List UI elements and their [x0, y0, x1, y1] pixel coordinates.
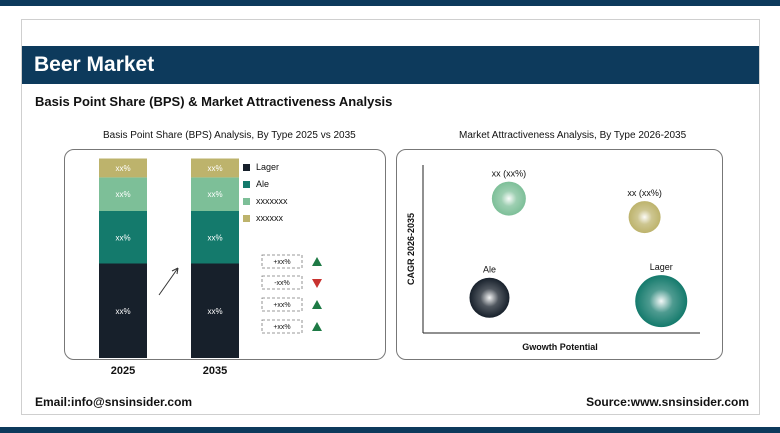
- legend-label-2: xxxxxxx: [256, 196, 288, 206]
- bar-data-label: xx%: [207, 307, 222, 316]
- legend-label-1: Ale: [256, 179, 269, 189]
- bar-data-label: xx%: [115, 233, 130, 242]
- page-subtitle: Basis Point Share (BPS) & Market Attract…: [35, 94, 393, 109]
- bar-data-label: xx%: [115, 190, 130, 199]
- change-label-0: +xx%: [273, 259, 290, 266]
- x-tick-label-2035: 2035: [203, 365, 227, 377]
- bar-segment-xxxxxx-2025: [99, 158, 147, 178]
- bubble-label-1: xx (xx%): [627, 188, 662, 198]
- trend-arrow-head: [171, 267, 179, 275]
- top-strip: [0, 0, 780, 6]
- page-title: Beer Market: [22, 46, 759, 84]
- bar-segment-xxxxxxx-2025: [99, 177, 147, 211]
- down-arrow-icon-1: [312, 279, 322, 288]
- bar-segment-ale-2035: [191, 211, 239, 264]
- footer-source: Source:www.snsinsider.com: [586, 395, 749, 409]
- bar-segment-lager-2035: [191, 263, 239, 358]
- bar-segment-xxxxxx-2035: [191, 158, 239, 178]
- legend-label-0: Lager: [256, 162, 279, 172]
- y-axis-label: CAGR 2026-2035: [406, 213, 416, 285]
- bar-segment-lager-2025: [99, 263, 147, 358]
- bubble-highlight-3: [635, 275, 688, 328]
- bar-data-label: xx%: [207, 190, 222, 199]
- bar-data-label: xx%: [115, 164, 130, 173]
- change-box-3: [261, 319, 303, 334]
- legend-swatch-0: [243, 164, 250, 171]
- bubble-highlight-0: [491, 181, 526, 216]
- change-label-3: +xx%: [273, 324, 290, 331]
- bubble-label-2: Ale: [483, 265, 496, 275]
- up-arrow-icon-0: [312, 257, 322, 266]
- bubble-highlight-2: [469, 277, 510, 318]
- bar-segment-xxxxxxx-2035: [191, 177, 239, 211]
- bubble-label-3: Lager: [650, 262, 673, 272]
- footer-email: Email:info@snsinsider.com: [35, 395, 193, 409]
- legend-swatch-2: [243, 198, 250, 205]
- up-arrow-icon-3: [312, 322, 322, 331]
- attractiveness-chart-title: Market Attractiveness Analysis, By Type …: [459, 130, 687, 141]
- legend-label-3: xxxxxx: [256, 213, 284, 223]
- bubble-highlight-1: [628, 201, 661, 234]
- change-label-2: +xx%: [273, 302, 290, 309]
- legend-swatch-1: [243, 181, 250, 188]
- change-box-0: [261, 254, 303, 269]
- x-tick-label-2025: 2025: [111, 365, 135, 377]
- change-box-2: [261, 297, 303, 312]
- bar-segment-ale-2025: [99, 211, 147, 264]
- change-label-1: -xx%: [274, 280, 290, 287]
- trend-arrow-line: [158, 267, 179, 296]
- bubble-label-0: xx (xx%): [492, 169, 527, 179]
- x-axis-label: Gwowth Potential: [522, 342, 598, 352]
- bar-data-label: xx%: [207, 233, 222, 242]
- legend-swatch-3: [243, 215, 250, 222]
- bar-data-label: xx%: [207, 164, 222, 173]
- up-arrow-icon-2: [312, 300, 322, 309]
- bottom-strip: [0, 427, 780, 433]
- change-box-1: [261, 275, 303, 290]
- bps-chart-title: Basis Point Share (BPS) Analysis, By Typ…: [103, 130, 356, 141]
- bar-data-label: xx%: [115, 307, 130, 316]
